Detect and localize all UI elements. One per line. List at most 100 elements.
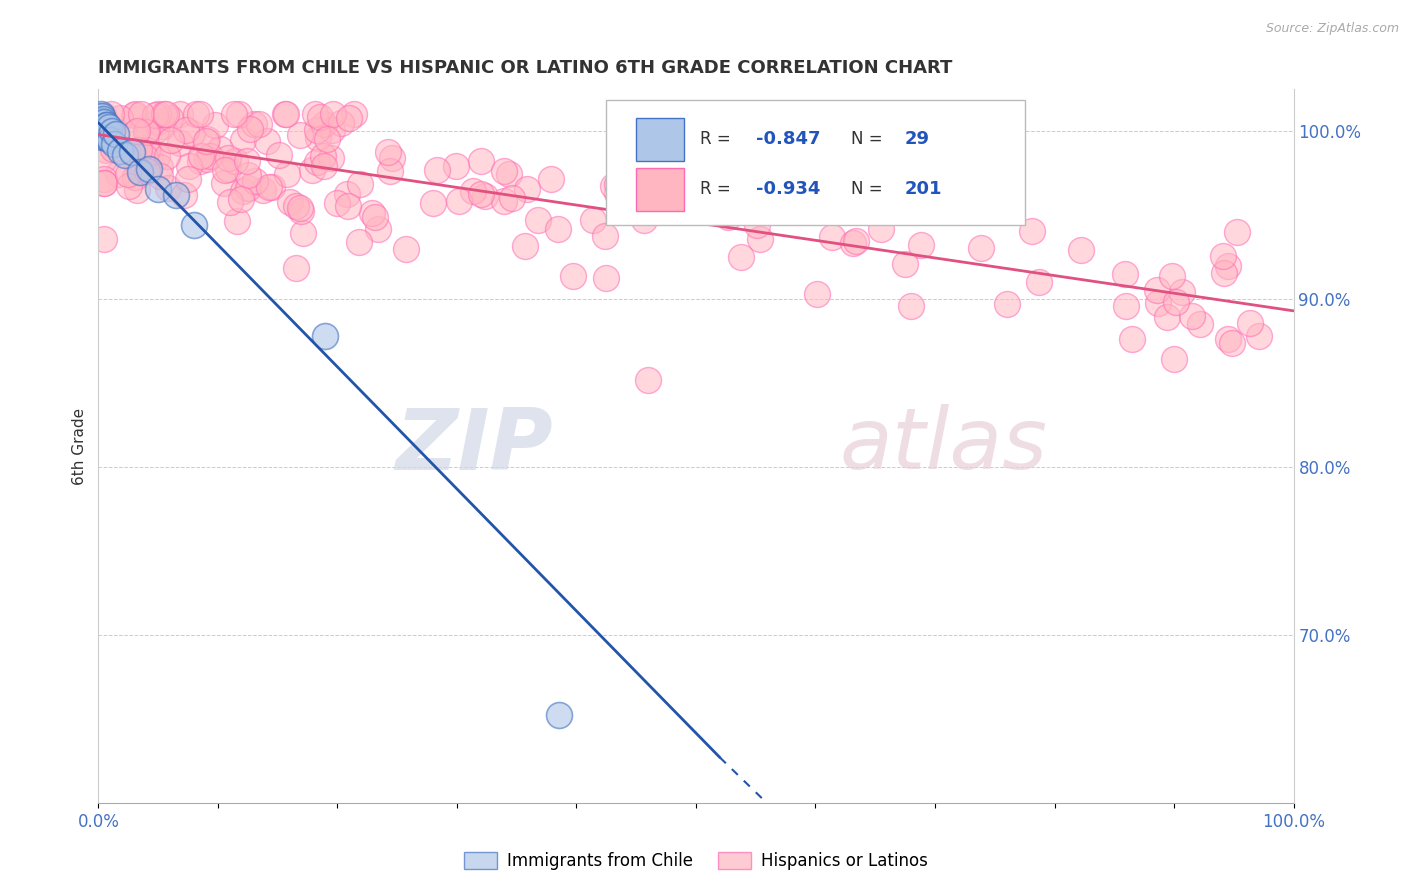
Point (228, 107, 250, 121)
Point (291, 226, 314, 240)
Point (229, 192, 252, 206)
Point (91, 109, 114, 123)
Point (290, 201, 312, 215)
Point (349, 177, 371, 191)
Point (121, 145, 143, 159)
Point (204, 118, 226, 132)
Point (156, 149, 179, 163)
Point (243, 117, 266, 131)
Point (290, 128, 312, 143)
Point (1212, 266, 1234, 280)
Point (606, 186, 628, 201)
Point (190, 154, 212, 169)
Point (236, 154, 259, 169)
Point (114, 147, 136, 161)
Point (217, 162, 239, 177)
Point (239, 121, 262, 136)
Point (159, 112, 181, 126)
Point (326, 195, 349, 210)
Point (474, 189, 496, 203)
Point (470, 186, 492, 201)
Point (156, 181, 179, 195)
Point (347, 235, 370, 250)
Point (614, 164, 637, 178)
Point (134, 150, 156, 164)
Point (149, 160, 172, 174)
Point (995, 297, 1018, 311)
Point (772, 195, 794, 210)
Point (900, 299, 922, 313)
Point (1239, 316, 1261, 330)
Point (152, 120, 174, 134)
Point (125, 183, 148, 197)
Text: 29: 29 (905, 130, 931, 148)
Point (129, 107, 152, 121)
Point (1146, 283, 1168, 297)
Point (730, 250, 752, 264)
Point (269, 147, 291, 161)
Point (284, 199, 307, 213)
Point (1021, 224, 1043, 238)
Point (108, 145, 131, 159)
Point (806, 287, 828, 301)
Text: atlas: atlas (839, 404, 1047, 488)
Point (232, 184, 254, 198)
Text: ZIP: ZIP (395, 404, 553, 488)
Point (319, 151, 342, 165)
Point (262, 180, 284, 194)
Point (225, 213, 247, 227)
Point (232, 133, 254, 147)
Point (117, 167, 139, 181)
Point (842, 236, 865, 251)
Point (100, 107, 122, 121)
Point (845, 234, 868, 248)
Text: R =: R = (700, 180, 735, 198)
Point (91, 112, 114, 127)
Point (1212, 249, 1234, 263)
Point (322, 107, 344, 121)
Point (945, 184, 967, 198)
Point (515, 239, 537, 253)
Point (395, 242, 418, 256)
Point (305, 123, 328, 137)
Point (89, 109, 111, 123)
Point (1171, 285, 1194, 299)
Point (183, 219, 205, 233)
Point (217, 151, 239, 165)
Text: Source: ZipAtlas.com: Source: ZipAtlas.com (1265, 22, 1399, 36)
Point (307, 131, 329, 145)
Point (665, 178, 688, 192)
Point (659, 188, 682, 202)
Point (209, 142, 232, 156)
Point (329, 116, 352, 130)
Point (89, 125, 111, 139)
Point (98, 120, 121, 134)
Point (143, 108, 166, 122)
Text: 201: 201 (905, 180, 942, 198)
Point (195, 153, 218, 167)
Point (561, 269, 583, 284)
Point (894, 257, 917, 271)
Point (125, 155, 148, 169)
Point (195, 132, 218, 146)
Point (337, 112, 360, 126)
Point (315, 131, 337, 145)
Point (180, 126, 202, 140)
Point (243, 174, 266, 188)
Point (93, 152, 115, 166)
Point (136, 123, 159, 137)
Point (1160, 268, 1182, 283)
Point (1226, 226, 1249, 240)
Point (697, 205, 720, 219)
Point (224, 154, 246, 169)
Point (377, 145, 399, 160)
Point (108, 111, 131, 125)
Point (135, 125, 157, 139)
Point (90, 107, 112, 121)
Point (470, 153, 492, 168)
Point (1164, 294, 1187, 309)
Point (148, 107, 170, 121)
Point (276, 167, 298, 181)
Point (1070, 243, 1092, 257)
Point (90, 123, 112, 137)
